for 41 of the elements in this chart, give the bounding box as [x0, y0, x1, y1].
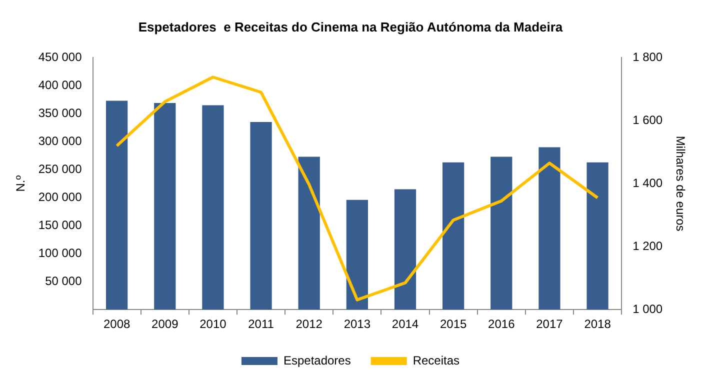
y-tick-label: 50 000 — [45, 274, 82, 288]
bar — [490, 156, 512, 310]
bar — [394, 189, 416, 310]
x-tick-label: 2011 — [248, 317, 274, 332]
y-tick-label: 350 000 — [38, 106, 82, 120]
y-tick-label: 300 000 — [38, 134, 82, 148]
y-tick-label: 150 000 — [38, 218, 82, 232]
y2-tick-label: 1 000 — [632, 302, 663, 316]
y2-tick-label: 1 600 — [632, 112, 663, 127]
bar — [442, 162, 464, 310]
x-tick-label: 2015 — [440, 317, 467, 332]
bar — [298, 156, 320, 310]
x-tick-label: 2009 — [152, 317, 179, 332]
x-tick-label: 2013 — [344, 317, 371, 332]
y-tick-label: 400 000 — [38, 78, 82, 92]
x-tick-label: 2017 — [536, 317, 564, 332]
x-tick-label: 2010 — [200, 317, 227, 332]
x-tick-label: 2014 — [392, 317, 419, 332]
y2-tick-label: 1 200 — [632, 238, 663, 253]
bar — [202, 105, 224, 310]
y-tick-label: 100 000 — [38, 246, 82, 260]
chart-title: Espetadores e Receitas do Cinema na Região Autónoma da Madeira — [138, 19, 564, 34]
x-tick-label: 2012 — [296, 317, 323, 332]
y-tick-label: 450 000 — [38, 50, 82, 64]
bar — [538, 147, 560, 310]
bar — [346, 200, 368, 310]
y-tick-label: 250 000 — [38, 162, 82, 176]
x-tick-label: 2016 — [488, 317, 516, 332]
bar — [154, 102, 176, 310]
y-tick-label: 200 000 — [38, 190, 82, 204]
legend-label: Espetadores — [283, 353, 351, 368]
legend-label: Receitas — [412, 353, 460, 368]
y2-axis-title: Milhares de euros — [673, 136, 688, 232]
x-tick-label: 2008 — [103, 317, 130, 332]
y-axis-title: N.º — [14, 174, 28, 192]
x-tick-label: 2018 — [584, 317, 612, 332]
y2-tick-label: 1 800 — [632, 50, 663, 64]
bar — [250, 122, 272, 310]
y2-tick-label: 1 400 — [632, 176, 663, 190]
bar — [106, 100, 128, 310]
bar — [586, 162, 608, 310]
